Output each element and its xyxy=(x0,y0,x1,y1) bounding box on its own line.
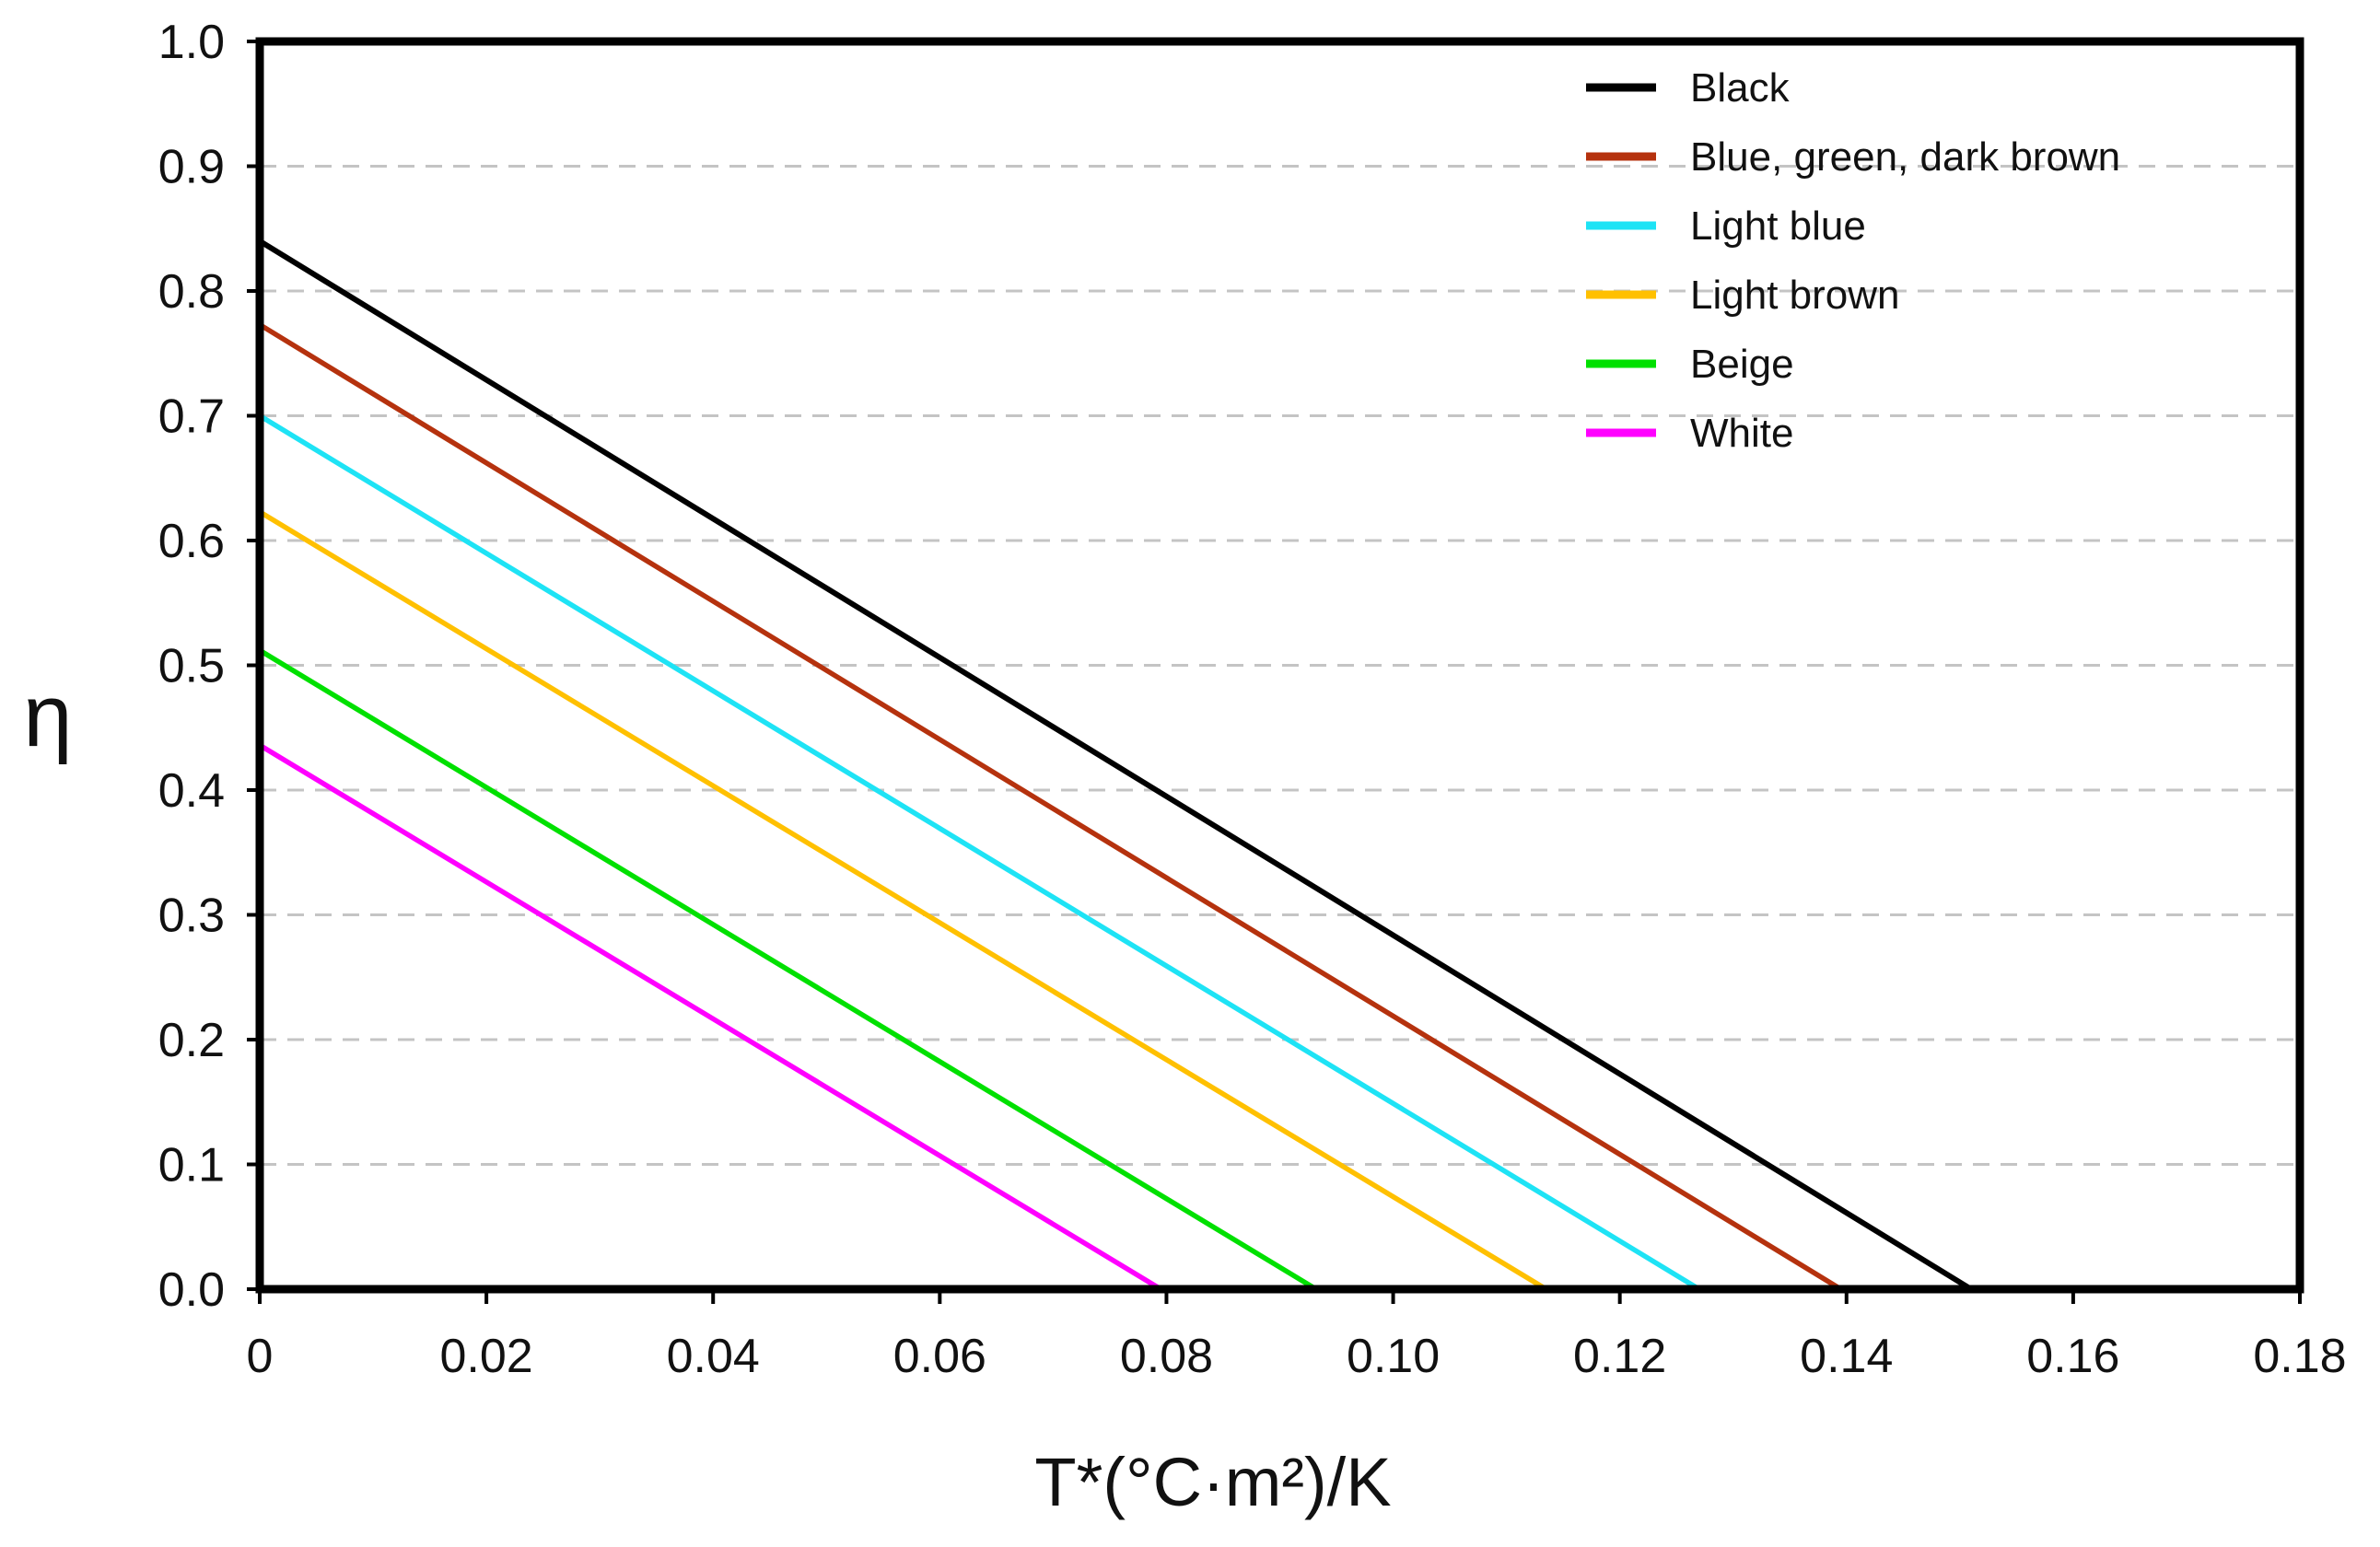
grid-lines xyxy=(260,165,2300,1166)
x-tick-label: 0.16 xyxy=(2026,1330,2119,1383)
y-tick-label: 0.9 xyxy=(158,141,225,194)
x-tick-label: 0.08 xyxy=(1120,1330,1213,1383)
series-line-2 xyxy=(258,413,1701,1292)
y-axis-title: η xyxy=(23,667,72,765)
series-line-0 xyxy=(258,238,1973,1292)
x-tick-label: 0.06 xyxy=(893,1330,986,1383)
y-tick-label: 1.0 xyxy=(158,16,225,69)
series-line-5 xyxy=(258,742,1162,1292)
legend-label: Light blue xyxy=(1690,204,1866,249)
x-tick-label: 0 xyxy=(247,1330,274,1383)
y-tick-label: 0.2 xyxy=(158,1014,225,1067)
x-axis-title: T*(°C·m²)/K xyxy=(1034,1444,1391,1520)
legend-label: Light brown xyxy=(1690,273,1899,318)
legend: Black Blue, green, dark brown Light blue Li… xyxy=(1586,65,2120,456)
series-line-3 xyxy=(258,509,1548,1292)
x-tick-label: 0.14 xyxy=(1800,1330,1893,1383)
legend-label: White xyxy=(1690,411,1793,456)
y-tick-label: 0.3 xyxy=(158,890,225,943)
legend-label: Beige xyxy=(1690,342,1794,387)
legend-label: Blue, green, dark brown xyxy=(1690,134,2120,180)
axis-ticks: 0.0 0.1 0.2 0.3 0.4 0.5 0.6 0.7 0.8 0.9 1.0 0 0.02 0.… xyxy=(158,16,2347,1383)
y-tick-label: 0.7 xyxy=(158,390,225,444)
y-tick-label: 0.0 xyxy=(158,1263,225,1317)
legend-label: Black xyxy=(1690,65,1791,110)
y-tick-label: 0.6 xyxy=(158,515,225,568)
x-tick-label: 0.04 xyxy=(667,1330,760,1383)
y-tick-label: 0.4 xyxy=(158,764,225,818)
x-tick-label: 0.10 xyxy=(1347,1330,1440,1383)
y-tick-label: 0.1 xyxy=(158,1139,225,1192)
x-tick-label: 0.18 xyxy=(2253,1330,2346,1383)
y-tick-label: 0.5 xyxy=(158,640,225,693)
series-lines xyxy=(258,238,1973,1292)
x-tick-label: 0.12 xyxy=(1573,1330,1666,1383)
x-tick-label: 0.02 xyxy=(440,1330,533,1383)
series-line-1 xyxy=(258,322,1843,1292)
y-tick-label: 0.8 xyxy=(158,265,225,319)
series-line-4 xyxy=(258,647,1318,1292)
